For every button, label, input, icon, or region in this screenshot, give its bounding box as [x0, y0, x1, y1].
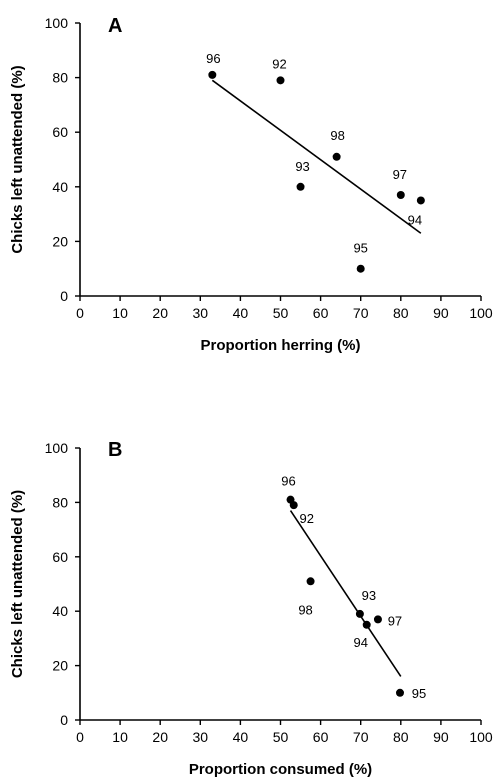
point-label: 93 — [362, 588, 376, 603]
point-label: 92 — [272, 56, 286, 71]
y-tick-label: 80 — [52, 494, 68, 510]
panel-letter: A — [108, 15, 122, 37]
x-axis-title: Proportion consumed (%) — [189, 761, 372, 778]
y-tick-label: 0 — [60, 712, 68, 728]
panel-b: 0 10 20 30 40 50 60 70 80 90 100 0 20 40 60 80 100 Propor… — [9, 439, 493, 778]
data-point — [208, 70, 217, 79]
x-tick-label: 60 — [313, 305, 329, 321]
point-label: 96 — [206, 51, 220, 66]
y-tick-label: 40 — [52, 603, 68, 619]
x-tick-label: 30 — [193, 305, 209, 321]
x-tick-label: 80 — [393, 305, 409, 321]
data-point — [373, 615, 382, 624]
point-label: 96 — [281, 474, 295, 489]
data-point — [356, 264, 365, 273]
x-tick-label: 10 — [112, 305, 128, 321]
x-tick-label: 80 — [393, 729, 409, 745]
y-axis-title: Chicks left unattended (%) — [9, 490, 26, 678]
data-point — [355, 609, 364, 618]
x-tick-label: 0 — [76, 305, 84, 321]
point-label: 98 — [298, 602, 312, 617]
x-axis-title: Proportion herring (%) — [201, 337, 361, 354]
x-tick-label: 20 — [152, 729, 168, 745]
y-tick-label: 100 — [45, 440, 69, 456]
y-axis-title: Chicks left unattended (%) — [9, 65, 26, 253]
y-tick-label: 0 — [60, 288, 68, 304]
y-tick-label: 60 — [52, 549, 68, 565]
point-label: 98 — [330, 128, 344, 143]
data-point — [395, 688, 404, 697]
y-tick-label: 20 — [52, 658, 68, 674]
x-tick-label: 90 — [433, 305, 449, 321]
x-tick-label: 50 — [273, 305, 289, 321]
regression-line — [211, 79, 422, 234]
y-tick-label: 60 — [52, 124, 68, 140]
y-tick-label: 80 — [52, 70, 68, 86]
point-label: 97 — [393, 167, 407, 182]
point-label: 95 — [353, 241, 367, 256]
point-label: 93 — [295, 159, 309, 174]
data-point — [276, 76, 285, 85]
data-point — [306, 577, 315, 586]
panel-letter: B — [108, 439, 122, 461]
y-tick-label: 20 — [52, 233, 68, 249]
x-tick-label: 50 — [273, 729, 289, 745]
point-label: 97 — [388, 613, 402, 628]
data-point — [296, 182, 305, 191]
y-tick-label: 100 — [45, 15, 69, 31]
point-label: 92 — [299, 511, 313, 526]
x-tick-label: 60 — [313, 729, 329, 745]
y-tick-label: 40 — [52, 179, 68, 195]
data-point — [396, 190, 405, 199]
x-tick-label: 30 — [193, 729, 209, 745]
point-label: 95 — [412, 686, 426, 701]
x-tick-label: 10 — [112, 729, 128, 745]
data-point — [416, 196, 425, 205]
point-label: 94 — [353, 635, 367, 650]
x-tick-label: 40 — [233, 729, 249, 745]
x-tick-label: 70 — [353, 729, 369, 745]
data-point — [332, 152, 341, 161]
x-tick-label: 20 — [152, 305, 168, 321]
x-tick-label: 100 — [469, 729, 493, 745]
point-label: 94 — [408, 212, 422, 227]
x-tick-label: 40 — [233, 305, 249, 321]
regression-line — [289, 510, 402, 677]
x-tick-label: 100 — [469, 305, 493, 321]
x-tick-label: 70 — [353, 305, 369, 321]
x-tick-label: 90 — [433, 729, 449, 745]
panel-a: 0 10 20 30 40 50 60 70 80 90 100 0 20 40 60 80 100 Propor… — [9, 15, 493, 354]
x-tick-label: 0 — [76, 729, 84, 745]
data-point — [289, 501, 298, 510]
data-point — [362, 620, 371, 629]
